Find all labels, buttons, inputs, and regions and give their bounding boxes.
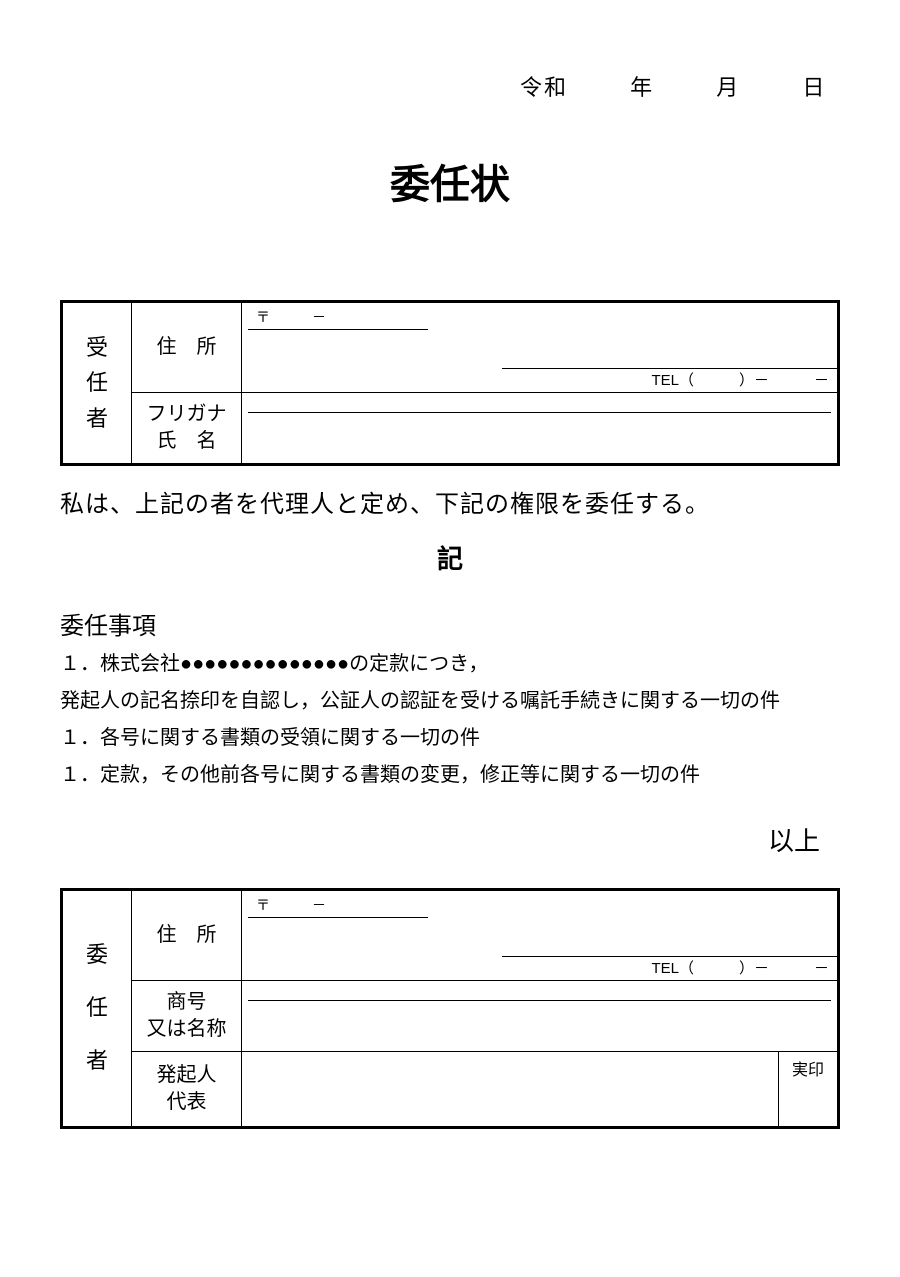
recipient-name-label: フリガナ 氏 名	[132, 393, 242, 465]
day-label: 日	[802, 75, 826, 100]
delegation-items: １．株式会社●●●●●●●●●●●●●●の定款につき， 発起人の記名捺印を自認し…	[60, 649, 840, 791]
ki-heading: 記	[60, 539, 840, 576]
recipient-address-label: 住 所	[132, 302, 242, 393]
recipient-table: 受 任 者 住 所 〒 － TEL（ ）－ － フリガナ 氏 名	[60, 300, 840, 466]
delegator-address-label: 住 所	[132, 890, 242, 981]
tel-line: TEL（ ）－ －	[502, 368, 837, 392]
recipient-address-field[interactable]: 〒 － TEL（ ）－ －	[242, 302, 839, 393]
seal-label: 実印	[792, 1062, 824, 1079]
recipient-vertical-label: 受 任 者	[62, 302, 132, 465]
items-heading: 委任事項	[60, 606, 840, 641]
item-line: １．各号に関する書類の受領に関する一切の件	[60, 723, 840, 754]
item-line: 発起人の記名捺印を自認し，公証人の認証を受ける嘱託手続きに関する一切の件	[60, 686, 840, 717]
seal-cell[interactable]: 実印	[779, 1052, 839, 1128]
era: 令和	[520, 75, 568, 100]
month-label: 月	[716, 75, 740, 100]
delegator-table: 委 任 者 住 所 〒 － TEL（ ）－ － 商号 又は名称	[60, 888, 840, 1129]
document-title: 委任状	[60, 152, 840, 210]
delegator-rep-label: 発起人 代表	[132, 1052, 242, 1128]
recipient-name-field[interactable]	[242, 393, 839, 465]
delegator-rep-field[interactable]	[242, 1052, 779, 1128]
delegator-tradename-field[interactable]	[242, 981, 839, 1052]
date-line: 令和 年 月 日	[60, 70, 840, 102]
delegator-tradename-label: 商号 又は名称	[132, 981, 242, 1052]
ijo-text: 以上	[60, 821, 820, 858]
delegator-vertical-label: 委 任 者	[62, 890, 132, 1128]
declaration-text: 私は、上記の者を代理人と定め、下記の権限を委任する。	[60, 484, 840, 519]
postal-mark: 〒 －	[248, 891, 428, 918]
item-line: １．定款，その他前各号に関する書類の変更，修正等に関する一切の件	[60, 760, 840, 791]
tel-line: TEL（ ）－ －	[502, 956, 837, 980]
item-line: １．株式会社●●●●●●●●●●●●●●の定款につき，	[60, 649, 840, 680]
year-label: 年	[630, 75, 654, 100]
delegator-address-field[interactable]: 〒 － TEL（ ）－ －	[242, 890, 839, 981]
postal-mark: 〒 －	[248, 303, 428, 330]
